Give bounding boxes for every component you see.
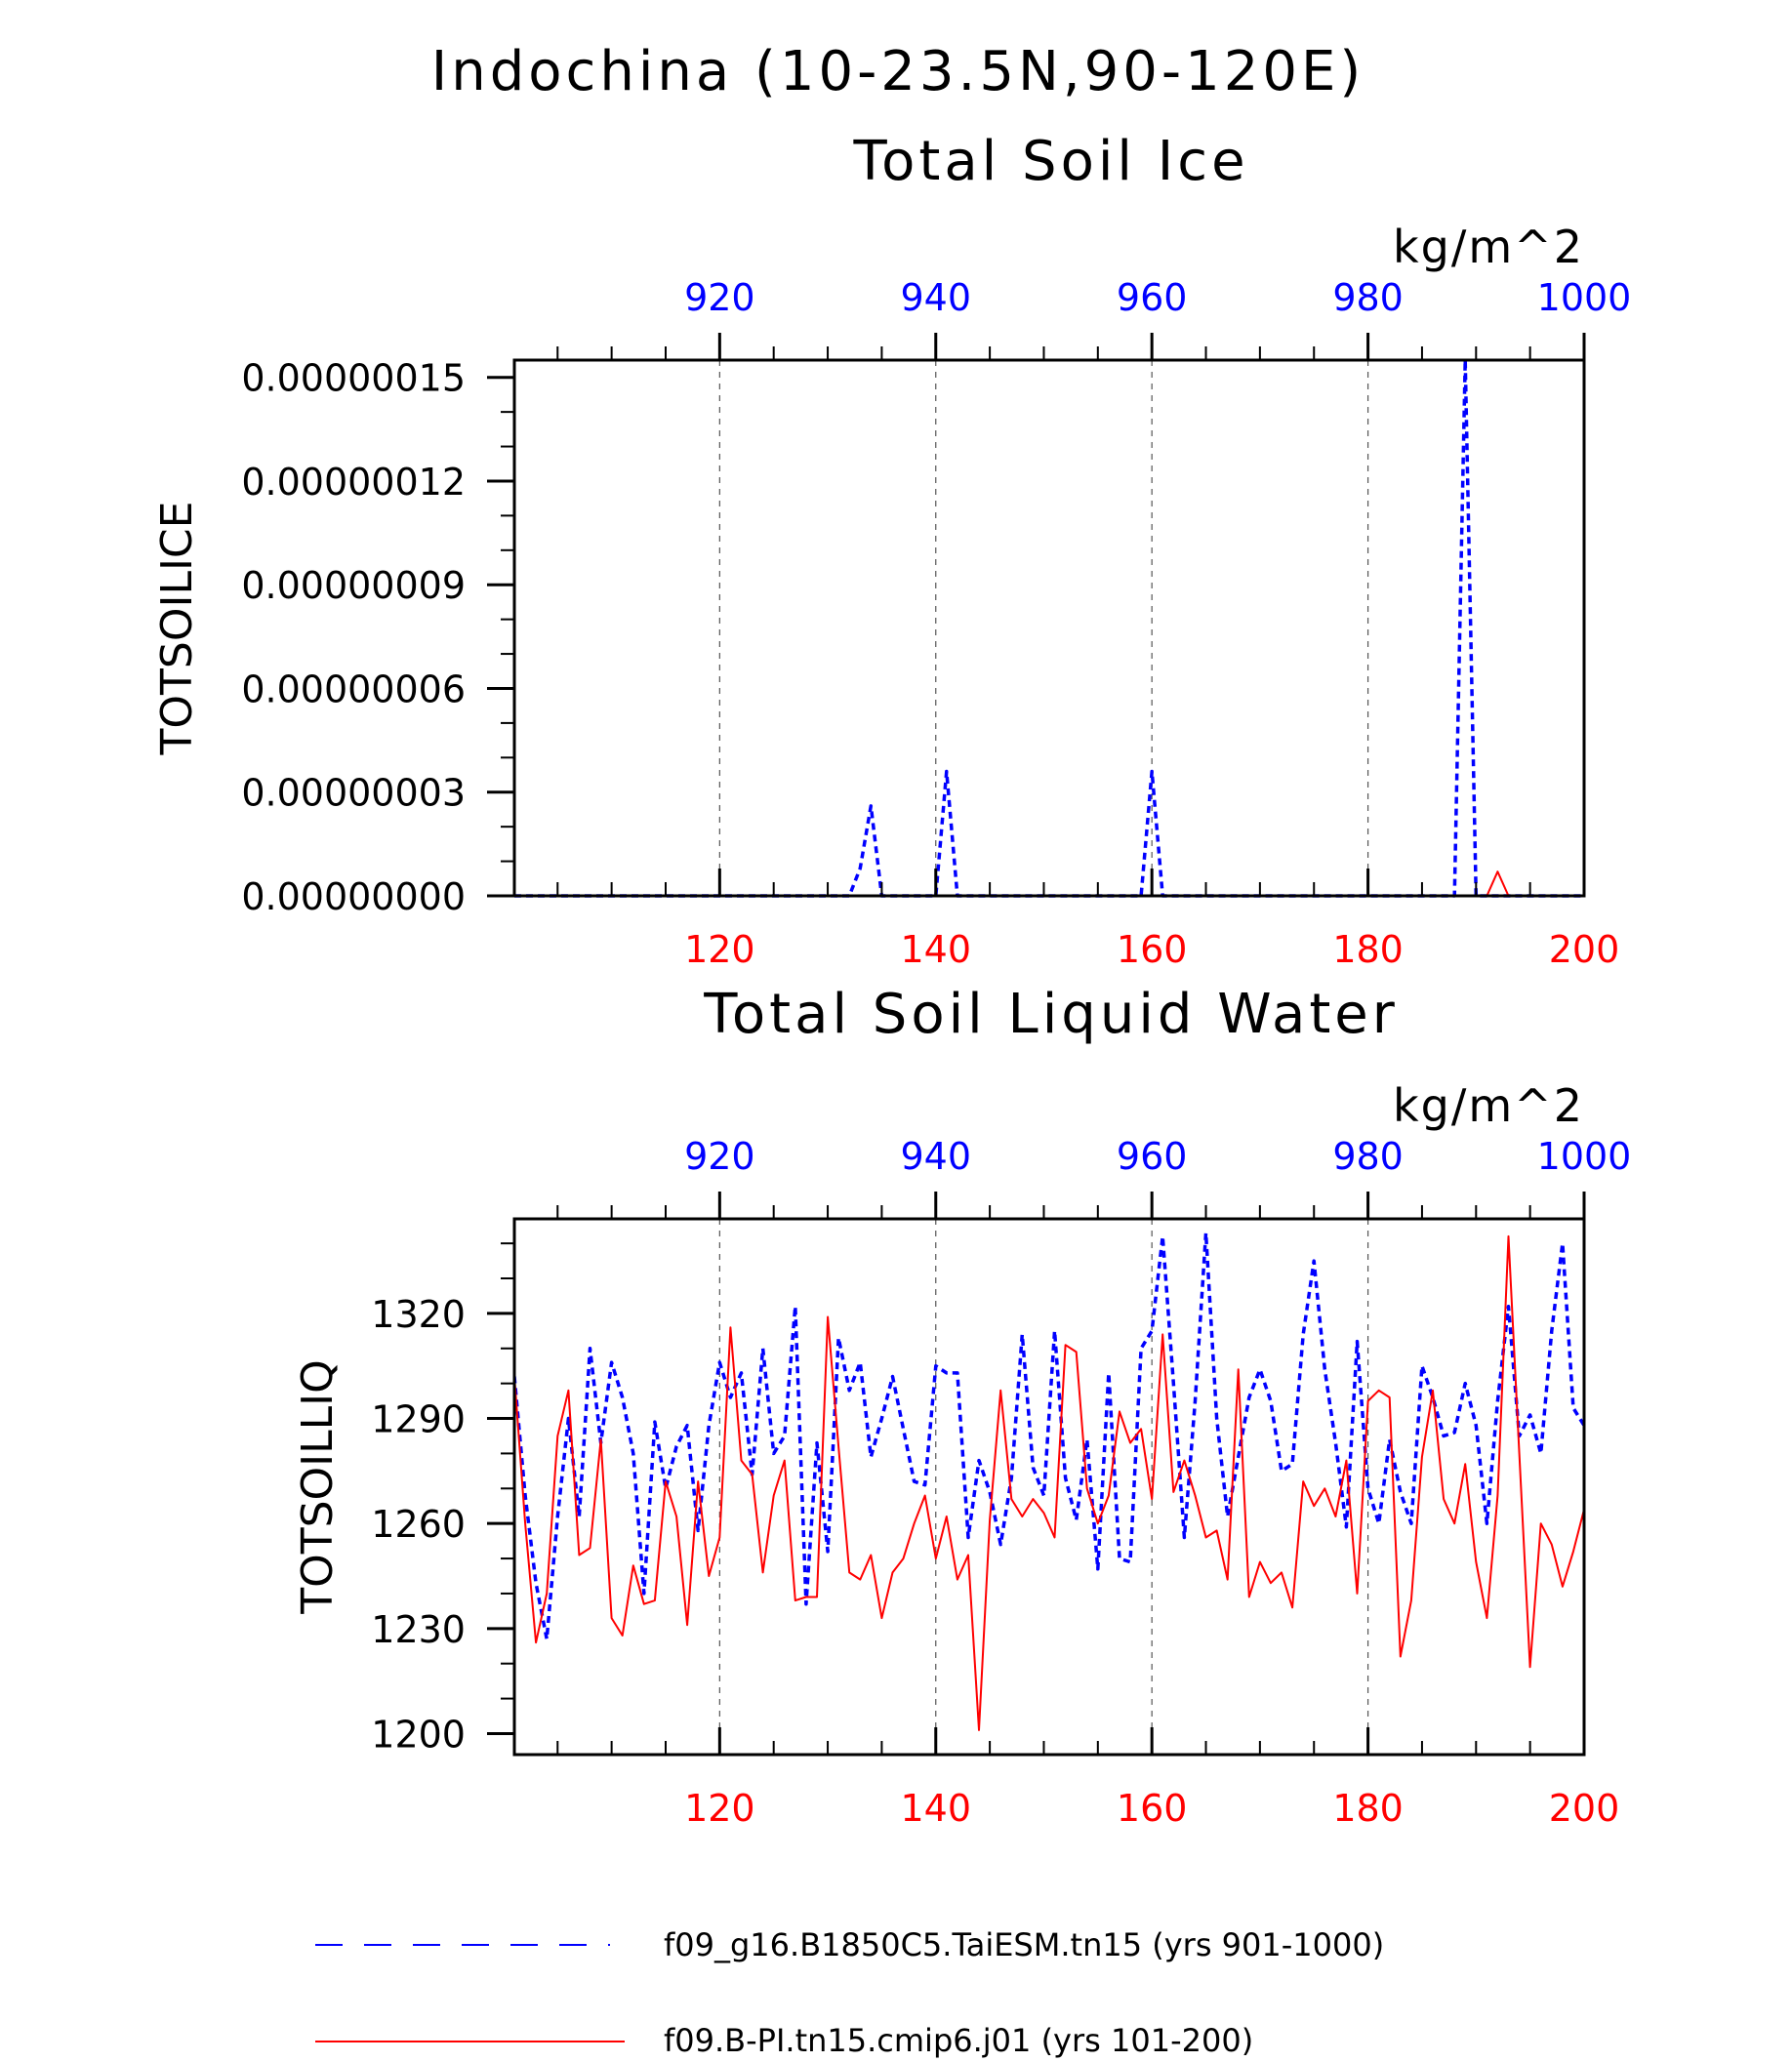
series-line-b (514, 870, 1584, 897)
panel-liquid-title: Total Soil Liquid Water (703, 983, 1399, 1046)
x-tick-label-bottom: 160 (1117, 928, 1188, 971)
y-tick-label: 1320 (371, 1293, 466, 1336)
y-tick-label: 0.00000003 (241, 772, 466, 815)
panel-ice-title: Total Soil Ice (852, 130, 1248, 193)
x-tick-label-bottom: 160 (1117, 1787, 1188, 1830)
x-tick-label-top: 1000 (1537, 1135, 1632, 1178)
series-line-a (514, 358, 1584, 898)
x-tick-label-top: 940 (900, 1135, 971, 1178)
x-tick-label-bottom: 140 (900, 1787, 971, 1830)
x-tick-label-top: 980 (1332, 276, 1404, 319)
x-tick-label-top: 940 (900, 276, 971, 319)
x-tick-label-top: 1000 (1537, 276, 1632, 319)
x-tick-label-top: 960 (1117, 276, 1188, 319)
y-tick-label: 0.00000015 (241, 357, 466, 400)
legend-label-series-b: f09.B-PI.tn15.cmip6.j01 (yrs 101-200) (664, 2022, 1253, 2059)
x-tick-label-bottom: 120 (684, 928, 755, 971)
x-tick-label-bottom: 200 (1549, 928, 1620, 971)
x-tick-label-top: 920 (684, 276, 755, 319)
y-tick-label: 0.00000006 (241, 667, 466, 710)
y-tick-label: 1230 (371, 1608, 466, 1651)
legend: f09_g16.B1850C5.TaiESM.tn15 (yrs 901-100… (315, 1926, 1384, 2059)
y-tick-label: 0.00000009 (241, 564, 466, 607)
legend-label-series-a: f09_g16.B1850C5.TaiESM.tn15 (yrs 901-100… (664, 1926, 1384, 1963)
units-label: kg/m^2 (1393, 221, 1584, 273)
x-tick-label-bottom: 180 (1332, 928, 1404, 971)
x-tick-label-bottom: 180 (1332, 1787, 1404, 1830)
x-tick-label-bottom: 200 (1549, 1787, 1620, 1830)
figure-title: Indochina (10-23.5N,90-120E) (431, 40, 1365, 103)
y-tick-label: 1260 (371, 1503, 466, 1546)
x-tick-label-bottom: 140 (900, 928, 971, 971)
plot-frame (512, 1217, 1586, 1757)
x-tick-label-bottom: 120 (684, 1787, 755, 1830)
plot-frame (512, 358, 1586, 898)
series-line-b (514, 1234, 1584, 1731)
y-tick-label: 0.00000000 (241, 875, 466, 918)
y-axis-label: TOTSOILICE (152, 502, 202, 756)
y-axis-label: TOTSOILLIQ (293, 1359, 343, 1615)
x-tick-label-top: 920 (684, 1135, 755, 1178)
y-tick-label: 1290 (371, 1398, 466, 1441)
x-tick-label-top: 980 (1332, 1135, 1404, 1178)
series-line-a (514, 1231, 1584, 1641)
y-tick-label: 0.00000012 (241, 461, 466, 504)
units-label: kg/m^2 (1393, 1079, 1584, 1132)
x-tick-label-top: 960 (1117, 1135, 1188, 1178)
y-tick-label: 1200 (371, 1713, 466, 1756)
